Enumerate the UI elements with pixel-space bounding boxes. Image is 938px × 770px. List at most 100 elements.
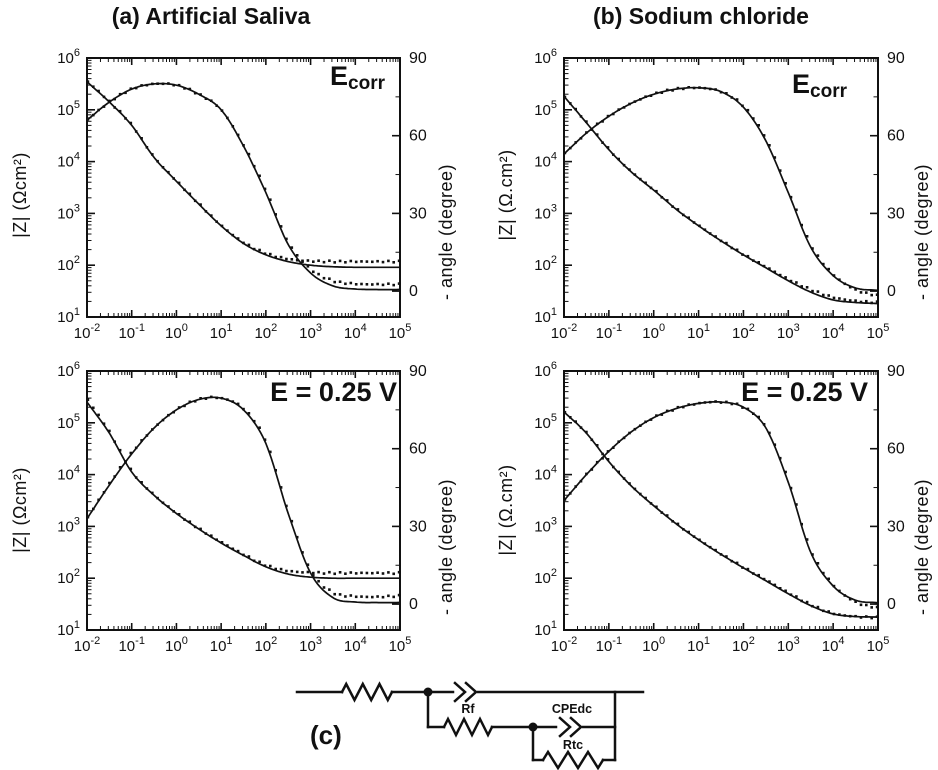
impedance-fit (86, 81, 400, 269)
svg-text:102: 102 (534, 567, 557, 587)
svg-text:105: 105 (534, 412, 557, 432)
angle-axis-label-saliva-ecorr: - angle (degree) (436, 163, 456, 301)
svg-text:105: 105 (867, 635, 890, 655)
panel-a-title: (a) Artificial Saliva (111, 3, 311, 29)
angle-axis-label-nacl-ecorr: - angle (degree) (912, 163, 932, 301)
annotation-subscript: corr (348, 73, 385, 95)
svg-text:10-2: 10-2 (74, 635, 100, 655)
svg-text:101: 101 (57, 619, 80, 639)
impedance-fit (563, 411, 878, 618)
angle-axis-label-saliva-025v: - angle (degree) (436, 478, 456, 616)
annotation-text: E = 0.25 V (741, 377, 868, 407)
phase-data (86, 82, 401, 287)
z-axis-label-saliva-ecorr: |Z| (Ωcm²) (10, 152, 30, 238)
svg-text:60: 60 (409, 128, 427, 145)
svg-text:90: 90 (409, 363, 427, 380)
svg-text:101: 101 (210, 635, 233, 655)
svg-text:100: 100 (642, 322, 665, 342)
svg-text:10-1: 10-1 (118, 635, 144, 655)
svg-text:103: 103 (534, 515, 557, 535)
angle-axis-label-nacl-025v: - angle (degree) (912, 478, 932, 616)
phase-data (563, 400, 879, 609)
svg-text:103: 103 (57, 202, 80, 222)
impedance-data (563, 95, 879, 305)
svg-text:60: 60 (887, 128, 905, 145)
svg-text:10-1: 10-1 (596, 322, 622, 342)
plot-frame (563, 57, 879, 318)
phase-fit (563, 86, 879, 292)
svg-text:104: 104 (534, 151, 557, 171)
svg-text:103: 103 (299, 635, 322, 655)
annotation-potential-nacl: E = 0.25 V (708, 378, 868, 410)
z-axis-label-nacl-ecorr: |Z| (Ω.cm²) (496, 149, 516, 241)
svg-text:106: 106 (57, 360, 80, 380)
impedance-fit (86, 401, 400, 580)
svg-text:105: 105 (389, 322, 412, 342)
svg-text:103: 103 (777, 635, 800, 655)
svg-text:102: 102 (732, 322, 755, 342)
annotation-subscript: corr (810, 81, 847, 103)
svg-text:102: 102 (57, 567, 80, 587)
svg-text:30: 30 (409, 205, 427, 222)
svg-text:10-2: 10-2 (74, 322, 100, 342)
cpe-symbol (558, 716, 583, 738)
svg-text:10-2: 10-2 (551, 635, 577, 655)
svg-text:104: 104 (534, 464, 557, 484)
svg-text:104: 104 (822, 635, 845, 655)
svg-text:0: 0 (409, 283, 418, 300)
svg-text:106: 106 (57, 47, 80, 67)
plot-frame (86, 57, 401, 318)
svg-text:104: 104 (822, 322, 845, 342)
svg-text:100: 100 (165, 635, 188, 655)
svg-text:101: 101 (687, 322, 710, 342)
svg-text:101: 101 (57, 306, 80, 326)
svg-text:105: 105 (534, 99, 557, 119)
svg-text:30: 30 (887, 518, 905, 535)
svg-text:104: 104 (57, 464, 80, 484)
svg-text:10-1: 10-1 (596, 635, 622, 655)
annotation-text: E = 0.25 V (270, 377, 397, 407)
bode-plot-artificial-saliva-0.25V: 10-2 10-1 100 101 102 103 104 105 101 102 103 104 10… (57, 360, 427, 655)
annotation-text: E (792, 69, 811, 99)
svg-text:103: 103 (534, 202, 557, 222)
phase-data (563, 86, 879, 297)
svg-text:90: 90 (409, 50, 427, 67)
phase-fit (86, 82, 400, 291)
bode-plot-sodium-chloride-0.25V: 10-2 10-1 100 101 102 103 104 105 101 102 103 104 10… (534, 360, 905, 655)
svg-text:103: 103 (57, 515, 80, 535)
annotation-text: E (330, 61, 349, 91)
svg-text:105: 105 (57, 99, 80, 119)
svg-text:101: 101 (534, 619, 557, 639)
svg-text:0: 0 (887, 283, 896, 300)
svg-text:102: 102 (732, 635, 755, 655)
resistor-symbol (340, 681, 394, 703)
svg-text:103: 103 (299, 322, 322, 342)
z-axis-label-nacl-025v: |Z| (Ω.cm²) (496, 464, 516, 556)
svg-text:10-1: 10-1 (118, 322, 144, 342)
resistor-symbol (541, 749, 605, 770)
svg-text:60: 60 (887, 441, 905, 458)
circuit-label-rtc: Rtc (562, 738, 584, 752)
svg-text:101: 101 (534, 306, 557, 326)
z-axis-label-saliva-025v: |Z| (Ωcm²) (10, 467, 30, 553)
annotation-potential-saliva: E = 0.25 V (237, 378, 397, 410)
svg-text:102: 102 (534, 254, 557, 274)
phase-fit (563, 401, 879, 604)
circuit-label-rf: Rf (461, 702, 475, 716)
bode-plot-sodium-chloride-ecorr: 10-2 10-1 100 101 102 103 104 105 101 102 103 104 10… (534, 47, 905, 342)
phase-fit (86, 396, 400, 604)
svg-text:104: 104 (344, 322, 367, 342)
circuit-label-cpedc: CPEdc (551, 702, 593, 716)
svg-text:90: 90 (887, 50, 905, 67)
cpe-symbol (453, 681, 478, 703)
phase-data (86, 395, 401, 599)
annotation-ecorr-saliva: Ecorr (235, 62, 385, 94)
svg-text:102: 102 (254, 635, 277, 655)
svg-text:0: 0 (409, 596, 418, 613)
svg-text:30: 30 (409, 518, 427, 535)
svg-text:103: 103 (777, 322, 800, 342)
panel-b-title: (b) Sodium chloride (593, 3, 809, 29)
svg-text:100: 100 (642, 635, 665, 655)
